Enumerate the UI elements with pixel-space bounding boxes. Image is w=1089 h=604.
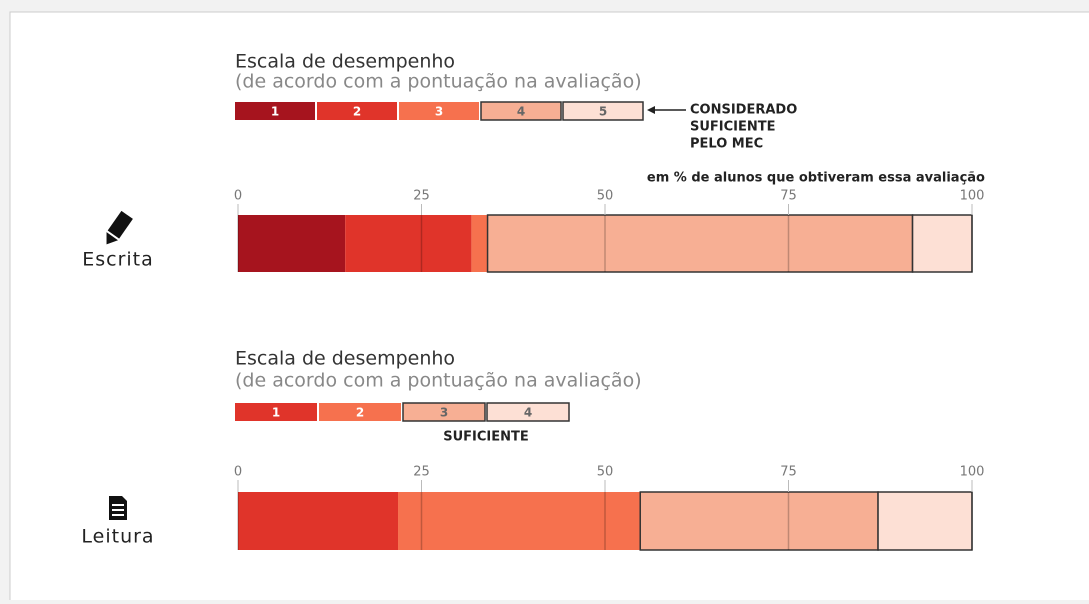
legend-swatch — [562, 101, 644, 121]
x-tick-label: 100 — [960, 465, 985, 480]
bar-segment — [345, 215, 472, 272]
legend-swatch — [235, 403, 317, 421]
bar-segment — [238, 215, 346, 272]
bar-segment — [486, 214, 914, 273]
legend-swatch — [402, 402, 486, 422]
legend-swatch — [319, 403, 401, 421]
category-label: Leitura — [81, 526, 154, 548]
pencil-icon — [106, 210, 133, 245]
legend-note: PELO MEC — [690, 137, 763, 152]
x-tick-label: 25 — [413, 465, 430, 480]
legend-label: 5 — [599, 105, 607, 119]
axis-label: em % de alunos que obtiveram essa avalia… — [647, 171, 985, 186]
x-tick-label: 75 — [780, 189, 797, 204]
bar-segment — [398, 492, 641, 550]
x-tick-label: 0 — [234, 189, 242, 204]
legend-label: 1 — [272, 406, 280, 420]
x-tick-label: 75 — [780, 465, 797, 480]
legend-swatch — [480, 101, 562, 121]
legend-swatch — [399, 102, 479, 120]
legend-label: 2 — [353, 105, 361, 119]
x-tick-label: 50 — [597, 465, 614, 480]
legend-label: 4 — [517, 105, 525, 119]
category-label: Escrita — [82, 249, 154, 271]
legend-swatch — [317, 102, 397, 120]
chart-subtitle: (de acordo com a pontuação na avaliação) — [235, 370, 642, 392]
legend-label: 1 — [271, 105, 279, 119]
chart-title: Escala de desempenho — [235, 51, 455, 73]
bar-segment — [877, 491, 973, 551]
legend-label: 4 — [524, 406, 532, 420]
x-tick-label: 50 — [597, 189, 614, 204]
note-arrowhead — [647, 106, 655, 114]
legend-swatch — [235, 102, 315, 120]
legend-swatch — [486, 402, 570, 422]
bar-segment — [639, 491, 879, 551]
chart-title: Escala de desempenho — [235, 348, 455, 370]
document-icon — [109, 496, 127, 520]
legend-note: SUFICIENTE — [690, 120, 776, 135]
legend-label: 3 — [440, 406, 448, 420]
bar-segment — [911, 214, 973, 273]
bar-segment — [238, 492, 399, 550]
bar-segment — [471, 215, 488, 272]
chart-subtitle: (de acordo com a pontuação na avaliação) — [235, 71, 642, 93]
legend-label: 3 — [435, 105, 443, 119]
legend-label: 2 — [356, 406, 364, 420]
x-tick-label: 0 — [234, 465, 242, 480]
x-tick-label: 25 — [413, 189, 430, 204]
x-tick-label: 100 — [960, 189, 985, 204]
legend-note: CONSIDERADO — [690, 103, 797, 118]
legend-note: SUFICIENTE — [443, 430, 529, 445]
